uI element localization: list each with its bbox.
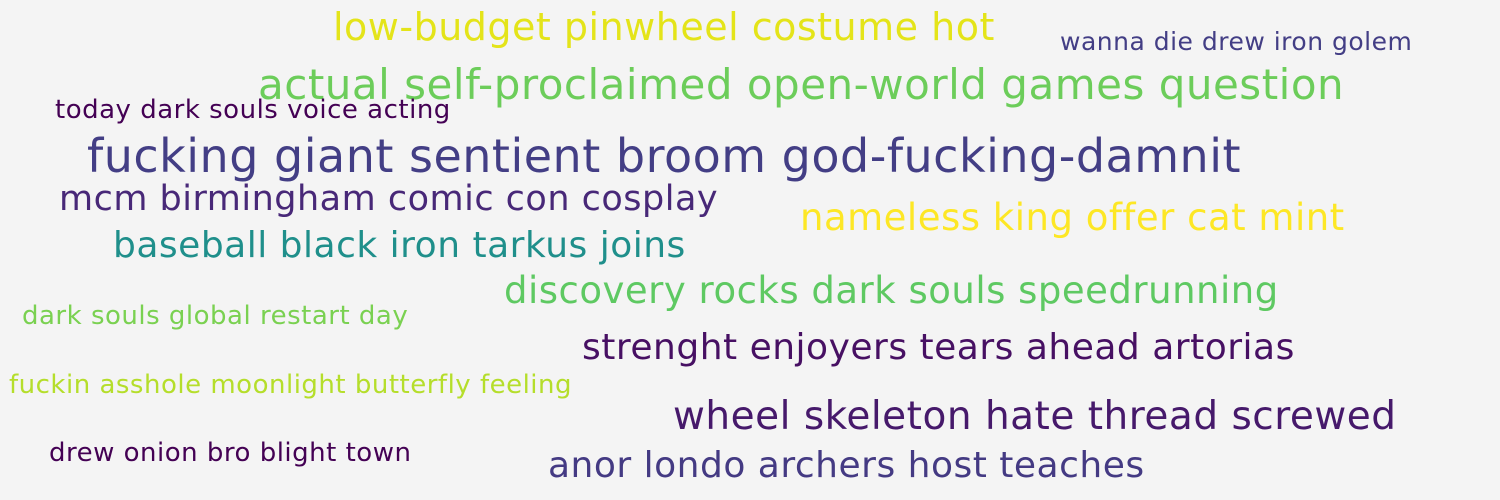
phrase-giant-sentient-broom: fucking giant sentient broom god-fucking… bbox=[87, 129, 1242, 183]
phrase-discovery-rocks: discovery rocks dark souls speedrunning bbox=[504, 269, 1279, 312]
phrase-wanna-die-drew: wanna die drew iron golem bbox=[1060, 27, 1413, 56]
phrase-actual-self-proclaimed: actual self-proclaimed open-world games … bbox=[258, 60, 1345, 109]
phrase-global-restart-day: dark souls global restart day bbox=[22, 301, 409, 331]
phrase-moonlight-butterfly: fuckin asshole moonlight butterfly feeli… bbox=[9, 370, 573, 400]
phrase-today-dark-souls: today dark souls voice acting bbox=[55, 95, 451, 125]
phrase-low-budget-pinwheel: low-budget pinwheel costume hot bbox=[333, 5, 995, 49]
phrase-baseball-black-iron: baseball black iron tarkus joins bbox=[113, 225, 686, 266]
phrase-anor-londo: anor londo archers host teaches bbox=[548, 445, 1145, 486]
phrase-nameless-king: nameless king offer cat mint bbox=[800, 196, 1345, 239]
phrase-wheel-skeleton: wheel skeleton hate thread screwed bbox=[673, 394, 1397, 439]
phrase-drew-onion-bro: drew onion bro blight town bbox=[49, 438, 412, 468]
phrase-strenght-enjoyers: strenght enjoyers tears ahead artorias bbox=[582, 327, 1295, 368]
phrase-mcm-birmingham: mcm birmingham comic con cosplay bbox=[59, 179, 719, 219]
